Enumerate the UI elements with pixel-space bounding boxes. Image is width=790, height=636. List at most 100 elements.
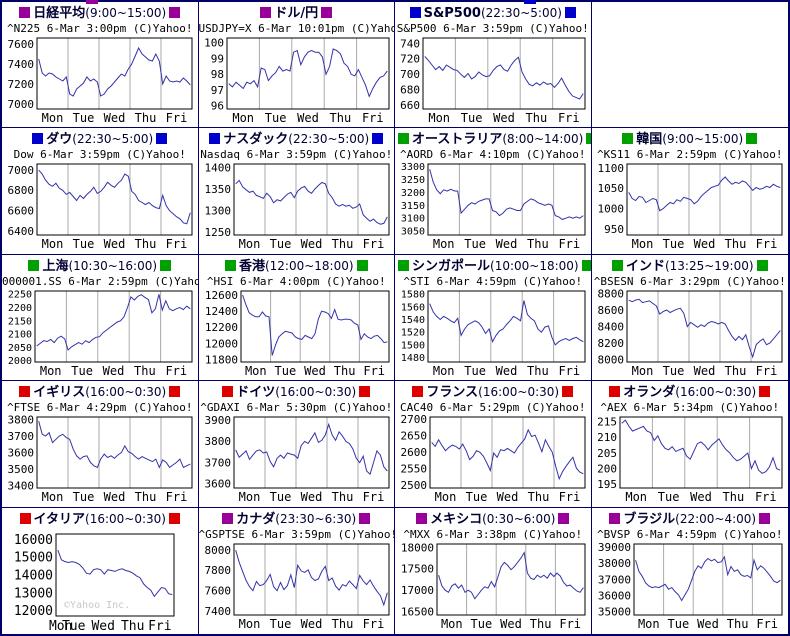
brazil-chart[interactable]: 35000 36000 37000 38000 39000 Mon Tue Wed Thu Fri <box>592 541 787 634</box>
marker-square-icon <box>224 259 236 271</box>
svg-text:Wed: Wed <box>694 364 716 378</box>
svg-text:Tue: Tue <box>663 364 685 378</box>
marker-square-icon <box>169 7 181 18</box>
svg-text:7000: 7000 <box>8 98 35 111</box>
svg-text:200: 200 <box>597 463 617 476</box>
svg-text:Tue: Tue <box>465 364 487 378</box>
svg-text:Fri: Fri <box>559 237 581 251</box>
svg-text:2550: 2550 <box>401 463 428 476</box>
chart-cell-italy: イタリア(16:00~0:30) 12000 13000 14000 15000 160… <box>2 507 199 634</box>
uk-chart[interactable]: 3400 3500 3600 3700 3800 Mon Tue Wed Thu Fri <box>2 414 197 507</box>
chart-hours: (22:00~4:00) <box>675 511 757 526</box>
svg-text:8000: 8000 <box>204 544 231 557</box>
chart-cell-nikkei: 日経平均(9:00~15:00) ^N225 6-Mar 3:00pm (C)Y… <box>2 2 199 129</box>
svg-text:Thu: Thu <box>334 364 356 378</box>
svg-text:3600: 3600 <box>204 478 231 491</box>
svg-text:3150: 3150 <box>401 201 425 212</box>
chart-cell-singapore: シンガポール(10:00~18:00) ^STI 6-Mar 4:59pm (C… <box>395 254 592 382</box>
chart-title: ドル/円 <box>274 6 319 21</box>
korea-chart[interactable]: 950 1000 1050 1100 Mon Tue Wed Thu Fri <box>592 161 787 254</box>
chart-title-row: 香港(12:00~18:00) <box>199 258 395 275</box>
svg-text:Thu: Thu <box>331 490 353 504</box>
chart-cell-usdjpy: ドル/円 USDJPY=X 6-Mar 10:01pm (C)Yahoo! 96… <box>198 2 395 129</box>
chart-info: ^BSESN 6-Mar 3:29pm (C)Yahoo! <box>593 274 786 288</box>
svg-text:12000: 12000 <box>205 337 238 350</box>
svg-text:Tue: Tue <box>269 237 291 251</box>
svg-text:3700: 3700 <box>8 430 35 443</box>
svg-text:1300: 1300 <box>204 205 231 218</box>
svg-text:Fri: Fri <box>166 490 188 504</box>
india-chart[interactable]: 8000 8200 8400 8600 8800 Mon Tue Wed Thu Fri <box>592 288 787 381</box>
usdjpy-chart[interactable]: 96 97 98 99 100 Mon Tue Wed Thu Fri <box>199 35 394 128</box>
chart-info: ^STI 6-Mar 4:59pm (C)Yahoo! <box>403 274 583 288</box>
netherlands-chart[interactable]: 195 200 205 210 215 Mon Tue Wed Thu Fri <box>592 414 787 507</box>
chart-hours: (0:30~6:00) <box>482 511 556 526</box>
chart-title: オーストラリア <box>412 132 503 148</box>
marker-square-icon <box>359 512 371 524</box>
marker-square-icon <box>611 259 623 271</box>
marker-square-icon <box>222 512 234 524</box>
australia-chart[interactable]: 3050 3100 3150 3200 3250 3300 Mon Tue Wed Thu Fri <box>395 161 590 254</box>
mexico-chart[interactable]: 16500 17000 17500 18000 Mon Tue Wed Thu Fri <box>395 541 590 634</box>
chart-info: ^AEX 6-Mar 5:34pm (C)Yahoo! <box>600 401 780 415</box>
hongkong-chart[interactable]: 11800 12000 12200 12400 12600 Mon Tue Wed Thu Fri <box>199 288 394 381</box>
chart-cell-netherlands: オランダ(16:00~0:30) ^AEX 6-Mar 5:34pm (C)Ya… <box>591 381 788 508</box>
marker-square-icon <box>759 386 771 398</box>
chart-title-row: 韓国(9:00~15:00) <box>592 131 789 148</box>
svg-text:2600: 2600 <box>401 446 428 459</box>
nikkei-chart[interactable]: 7000 7200 7400 7600 Mon Tue Wed Thu Fri <box>2 35 197 128</box>
svg-text:Fri: Fri <box>362 237 384 251</box>
chart-title-row: オーストラリア(8:00~14:00) <box>395 131 591 148</box>
svg-text:6800: 6800 <box>8 185 35 198</box>
svg-text:Fri: Fri <box>362 490 384 504</box>
svg-text:Wed: Wed <box>103 364 125 378</box>
chart-title: ドイツ <box>236 385 276 401</box>
germany-chart[interactable]: 3600 3700 3800 3900 Mon Tue Wed Thu Fri <box>199 414 394 507</box>
chart-title: イギリス <box>33 385 86 401</box>
chart-cell-shanghai: 上海(10:30~16:00) 000001.SS 6-Mar 2:59pm (… <box>2 254 199 382</box>
svg-text:Fri: Fri <box>362 111 384 125</box>
svg-text:97: 97 <box>211 84 224 97</box>
canada-chart[interactable]: 7400 7600 7800 8000 Mon Tue Wed Thu Fri <box>199 541 394 634</box>
svg-text:Tue: Tue <box>73 237 95 251</box>
chart-info: ^GSPTSE 6-Mar 3:59pm (C)Yahoo! <box>198 527 395 541</box>
svg-text:Fri: Fri <box>166 364 188 378</box>
marker-square-icon <box>222 386 234 398</box>
svg-text:Thu: Thu <box>725 364 747 378</box>
svg-text:Wed: Wed <box>697 617 719 631</box>
svg-text:Tue: Tue <box>461 111 483 125</box>
svg-text:3600: 3600 <box>8 447 35 460</box>
chart-cell-india: インド(13:25~19:00) ^BSESN 6-Mar 3:29pm (C)… <box>591 254 788 382</box>
svg-text:6600: 6600 <box>8 205 35 218</box>
france-chart[interactable]: 2500 2550 2600 2650 2700 Mon Tue Wed Thu Fri <box>395 414 590 507</box>
svg-text:1500: 1500 <box>401 340 425 351</box>
svg-text:Wed: Wed <box>493 111 515 125</box>
sp500-chart[interactable]: 660 680 700 720 740 Mon Tue Wed Thu Fri <box>395 35 590 128</box>
svg-text:1480: 1480 <box>401 353 425 364</box>
svg-text:3700: 3700 <box>204 457 231 470</box>
svg-text:Mon: Mon <box>42 490 64 504</box>
svg-text:Tue: Tue <box>668 617 690 631</box>
chart-info: ^BVSP 6-Mar 4:59pm (C)Yahoo! <box>597 527 783 541</box>
svg-text:Thu: Thu <box>727 617 749 631</box>
marker-square-icon <box>622 133 634 145</box>
svg-text:2500: 2500 <box>401 479 428 492</box>
chart-title: S&P500 <box>423 6 481 21</box>
shanghai-chart[interactable]: 2000 2050 2100 2150 2200 2250 Mon Tue Wed Thu Fri <box>2 288 197 381</box>
svg-text:680: 680 <box>400 84 420 97</box>
chart-hours: (12:00~18:00) <box>264 258 354 273</box>
svg-text:Wed: Wed <box>497 490 519 504</box>
chart-hours: (16:00~0:30) <box>675 385 757 400</box>
svg-text:Mon: Mon <box>429 111 451 125</box>
svg-text:Wed: Wed <box>300 617 322 631</box>
svg-text:37000: 37000 <box>598 573 631 586</box>
svg-text:99: 99 <box>211 52 224 65</box>
svg-text:Mon: Mon <box>435 490 457 504</box>
svg-text:2200: 2200 <box>8 303 32 314</box>
dow-chart[interactable]: 6400 6600 6800 7000 Mon Tue Wed Thu Fri <box>2 161 197 254</box>
chart-hours: (8:00~14:00) <box>502 132 584 147</box>
chart-info: Dow 6-Mar 3:59pm (C)Yahoo! <box>13 148 186 162</box>
nasdaq-chart[interactable]: 1250 1300 1350 1400 Mon Tue Wed Thu Fri <box>199 161 394 254</box>
